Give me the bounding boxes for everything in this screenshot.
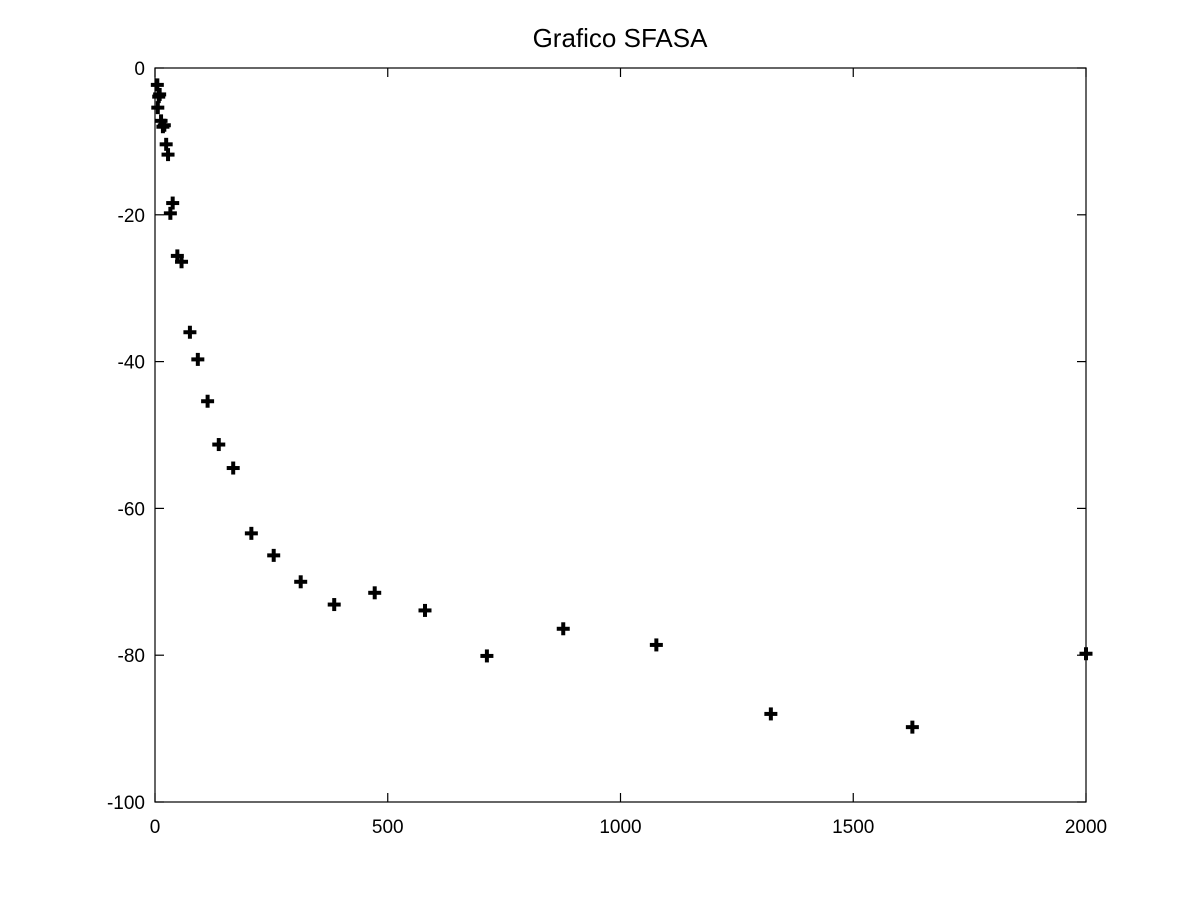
x-tick-label: 1500 (832, 817, 874, 838)
data-point-plus-marker (166, 196, 180, 210)
data-point-plus-marker (327, 598, 341, 612)
axis-ticks (154, 67, 1087, 803)
data-point-plus-marker (368, 586, 382, 600)
data-point-plus-marker (153, 87, 167, 101)
data-point-plus-marker (480, 649, 494, 663)
data-point-plus-marker (150, 78, 164, 92)
y-tick-label: -60 (118, 499, 145, 520)
data-point-plus-marker (905, 720, 919, 734)
data-point-plus-marker (226, 461, 240, 475)
data-point-plus-marker (1079, 647, 1093, 661)
data-point-plus-marker (556, 622, 570, 636)
data-point-plus-marker (201, 394, 215, 408)
data-point-plus-marker (764, 707, 778, 721)
chart-title: Grafico SFASA (533, 23, 708, 53)
y-tick-label: -40 (118, 353, 145, 374)
y-tick-label: -80 (118, 646, 145, 667)
x-tick-label: 0 (150, 817, 161, 838)
data-point-plus-marker (163, 206, 177, 220)
data-point-plus-marker (418, 603, 432, 617)
data-point-plus-marker (649, 638, 663, 652)
data-point-plus-marker (151, 101, 165, 115)
plot-area-frame (154, 67, 1087, 803)
y-tick-label: -20 (118, 206, 145, 227)
data-point-plus-marker (267, 548, 281, 562)
data-point-plus-marker (157, 118, 171, 132)
data-point-plus-marker (294, 575, 308, 589)
data-point-plus-marker (161, 148, 175, 162)
x-tick-label: 1000 (599, 817, 641, 838)
data-point-plus-marker (175, 255, 189, 269)
x-tick-label: 2000 (1065, 817, 1107, 838)
y-tick-label: -100 (107, 793, 145, 814)
y-tick-label: 0 (134, 59, 145, 80)
data-point-plus-marker (183, 325, 197, 339)
data-points (150, 78, 1093, 734)
y-tick-labels: 0 -20 -40 -60 -80 -100 (107, 59, 145, 814)
data-point-plus-marker (212, 438, 226, 452)
x-tick-labels: 0 500 1000 1500 2000 (150, 817, 1107, 838)
x-tick-label: 500 (372, 817, 404, 838)
data-point-plus-marker (191, 352, 205, 366)
data-point-plus-marker (244, 526, 258, 540)
